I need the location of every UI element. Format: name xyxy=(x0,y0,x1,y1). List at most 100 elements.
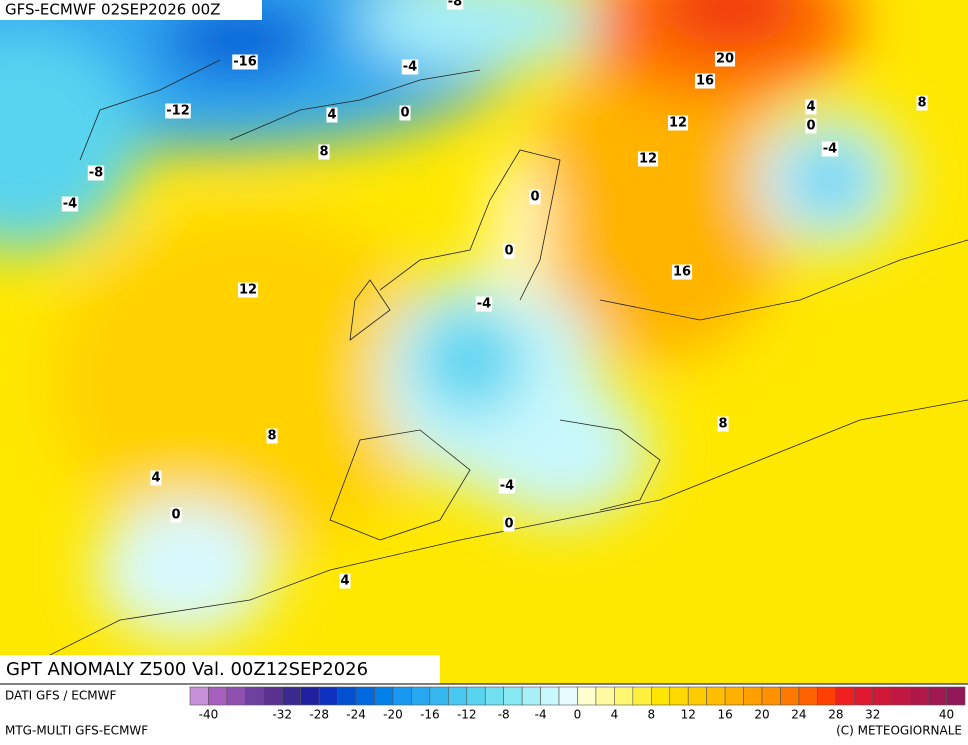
contour-label: 4 xyxy=(327,108,336,123)
colorbar-tick-label: -40 xyxy=(199,708,219,722)
colorbar-tick-label: -16 xyxy=(420,708,440,722)
contour-label: 4 xyxy=(340,574,349,589)
colorbar-box xyxy=(484,686,504,706)
contour-label-bg xyxy=(339,573,351,589)
map-title: GPT ANOMALY Z500 Val. 00Z12SEP2026 xyxy=(6,659,368,680)
colorbar-tick-label: 12 xyxy=(681,708,696,722)
colorbar-box xyxy=(780,686,800,706)
colorbar-tick-label: 16 xyxy=(717,708,732,722)
colorbar-box xyxy=(761,686,781,706)
colorbar-box xyxy=(521,686,541,706)
colorbar-tick-label: 40 xyxy=(939,708,954,722)
contour-label: -16 xyxy=(233,55,257,70)
colorbar-box xyxy=(595,686,615,706)
colorbar-tick-label: 8 xyxy=(647,708,655,722)
contour-label-bg xyxy=(165,103,191,119)
contour-label: 16 xyxy=(696,74,714,89)
contour-label: -4 xyxy=(500,479,514,494)
contour-label-bg xyxy=(671,264,693,280)
colorbar-box xyxy=(281,686,302,706)
contour-label-bg xyxy=(87,165,105,181)
colorbar-tick-label: 0 xyxy=(574,708,582,722)
contour-label-bg xyxy=(503,243,515,259)
colorbar: -40 -32 -28 -24 -20 -16 -12 -8 -4 0 4 8 12 16 20 24 28 32… xyxy=(189,686,966,722)
colorbar-box xyxy=(392,686,412,706)
colorbar-box xyxy=(429,686,449,706)
colorbar-box xyxy=(909,686,929,706)
contour-label: 12 xyxy=(639,152,657,167)
contour-label: 0 xyxy=(400,106,409,121)
colorbar-box xyxy=(835,686,855,706)
contour-label-bg xyxy=(401,59,419,75)
contour-label: -8 xyxy=(448,0,462,10)
colorbar-box xyxy=(890,686,910,706)
colorbar-tick-label: -4 xyxy=(535,708,547,722)
contour-label-bg xyxy=(529,189,541,205)
colorbar-tick-label: -28 xyxy=(309,708,329,722)
contour-label-bg xyxy=(318,144,330,160)
contour-label-bg xyxy=(498,478,516,494)
header: GFS-ECMWF 02SEP2026 00Z xyxy=(5,1,220,19)
colorbar-box xyxy=(355,686,375,706)
contour-label-bg xyxy=(714,51,736,67)
colorbar-box xyxy=(337,686,357,706)
colorbar-tick-label: -24 xyxy=(346,708,366,722)
contour-label: 4 xyxy=(806,100,815,115)
contour-label-bg xyxy=(399,105,411,121)
contour-label: -4 xyxy=(403,60,417,75)
contour-label: -8 xyxy=(89,166,103,181)
contour-label-bg xyxy=(821,141,839,157)
colorbar-box xyxy=(448,686,468,706)
colorbar-box xyxy=(503,686,523,706)
contour-label-bg xyxy=(446,0,464,10)
contour-label: 8 xyxy=(319,145,328,160)
contour-label-bg xyxy=(232,54,258,70)
contour-label-bg xyxy=(667,115,689,131)
contour-label: 8 xyxy=(917,96,926,111)
contour-label: 0 xyxy=(171,508,180,523)
contour-label-bg xyxy=(237,282,259,298)
contour-label-bg xyxy=(805,118,817,134)
contour-label-bg xyxy=(326,107,338,123)
colorbar-box xyxy=(263,686,283,706)
colorbar-box xyxy=(300,686,320,706)
title-box xyxy=(0,655,440,684)
contour-label-bg xyxy=(150,470,162,486)
contour-label-bg xyxy=(61,196,79,212)
colorbar-box xyxy=(706,686,726,706)
contour-label: 16 xyxy=(673,265,691,280)
colorbar-box xyxy=(208,686,228,706)
colorbar-tick-label: 28 xyxy=(828,708,843,722)
colorbar-box xyxy=(927,686,947,706)
colorbar-box xyxy=(411,686,431,706)
contour-label-bg xyxy=(170,507,182,523)
contour-label-bg xyxy=(266,428,278,444)
contour-label: 0 xyxy=(530,190,539,205)
colorbar-box xyxy=(853,686,874,706)
contour-label-bg xyxy=(475,296,493,312)
colorbar-tick-label: -8 xyxy=(498,708,510,722)
contour-label-bg xyxy=(694,73,716,89)
source-bottom: MTG-MULTI GFS-ECMWF xyxy=(5,724,148,738)
colorbar-tick-label: 32 xyxy=(865,708,880,722)
contour-label: -12 xyxy=(166,104,190,119)
contour-label-bg xyxy=(503,516,515,532)
source-top: DATI GFS / ECMWF xyxy=(5,689,116,703)
colorbar-box xyxy=(872,686,892,706)
contour-label: 0 xyxy=(806,119,815,134)
contour-label-bg xyxy=(916,95,928,111)
colorbar-box xyxy=(798,686,818,706)
colorbar-box xyxy=(651,686,671,706)
colorbar-box xyxy=(614,686,634,706)
header-box xyxy=(0,0,262,20)
colorbar-box xyxy=(245,686,265,706)
colorbar-box xyxy=(632,686,652,706)
contour-label: 0 xyxy=(504,517,513,532)
colorbar-box xyxy=(318,686,338,706)
contour-label-bg xyxy=(805,99,817,115)
colorbar-box xyxy=(374,686,394,706)
colorbar-tick-label: -12 xyxy=(457,708,477,722)
map-field: -8-16 -4-12 4 08-8-412840400-4-402016121216… xyxy=(0,0,968,684)
contour-label: 0 xyxy=(504,244,513,259)
